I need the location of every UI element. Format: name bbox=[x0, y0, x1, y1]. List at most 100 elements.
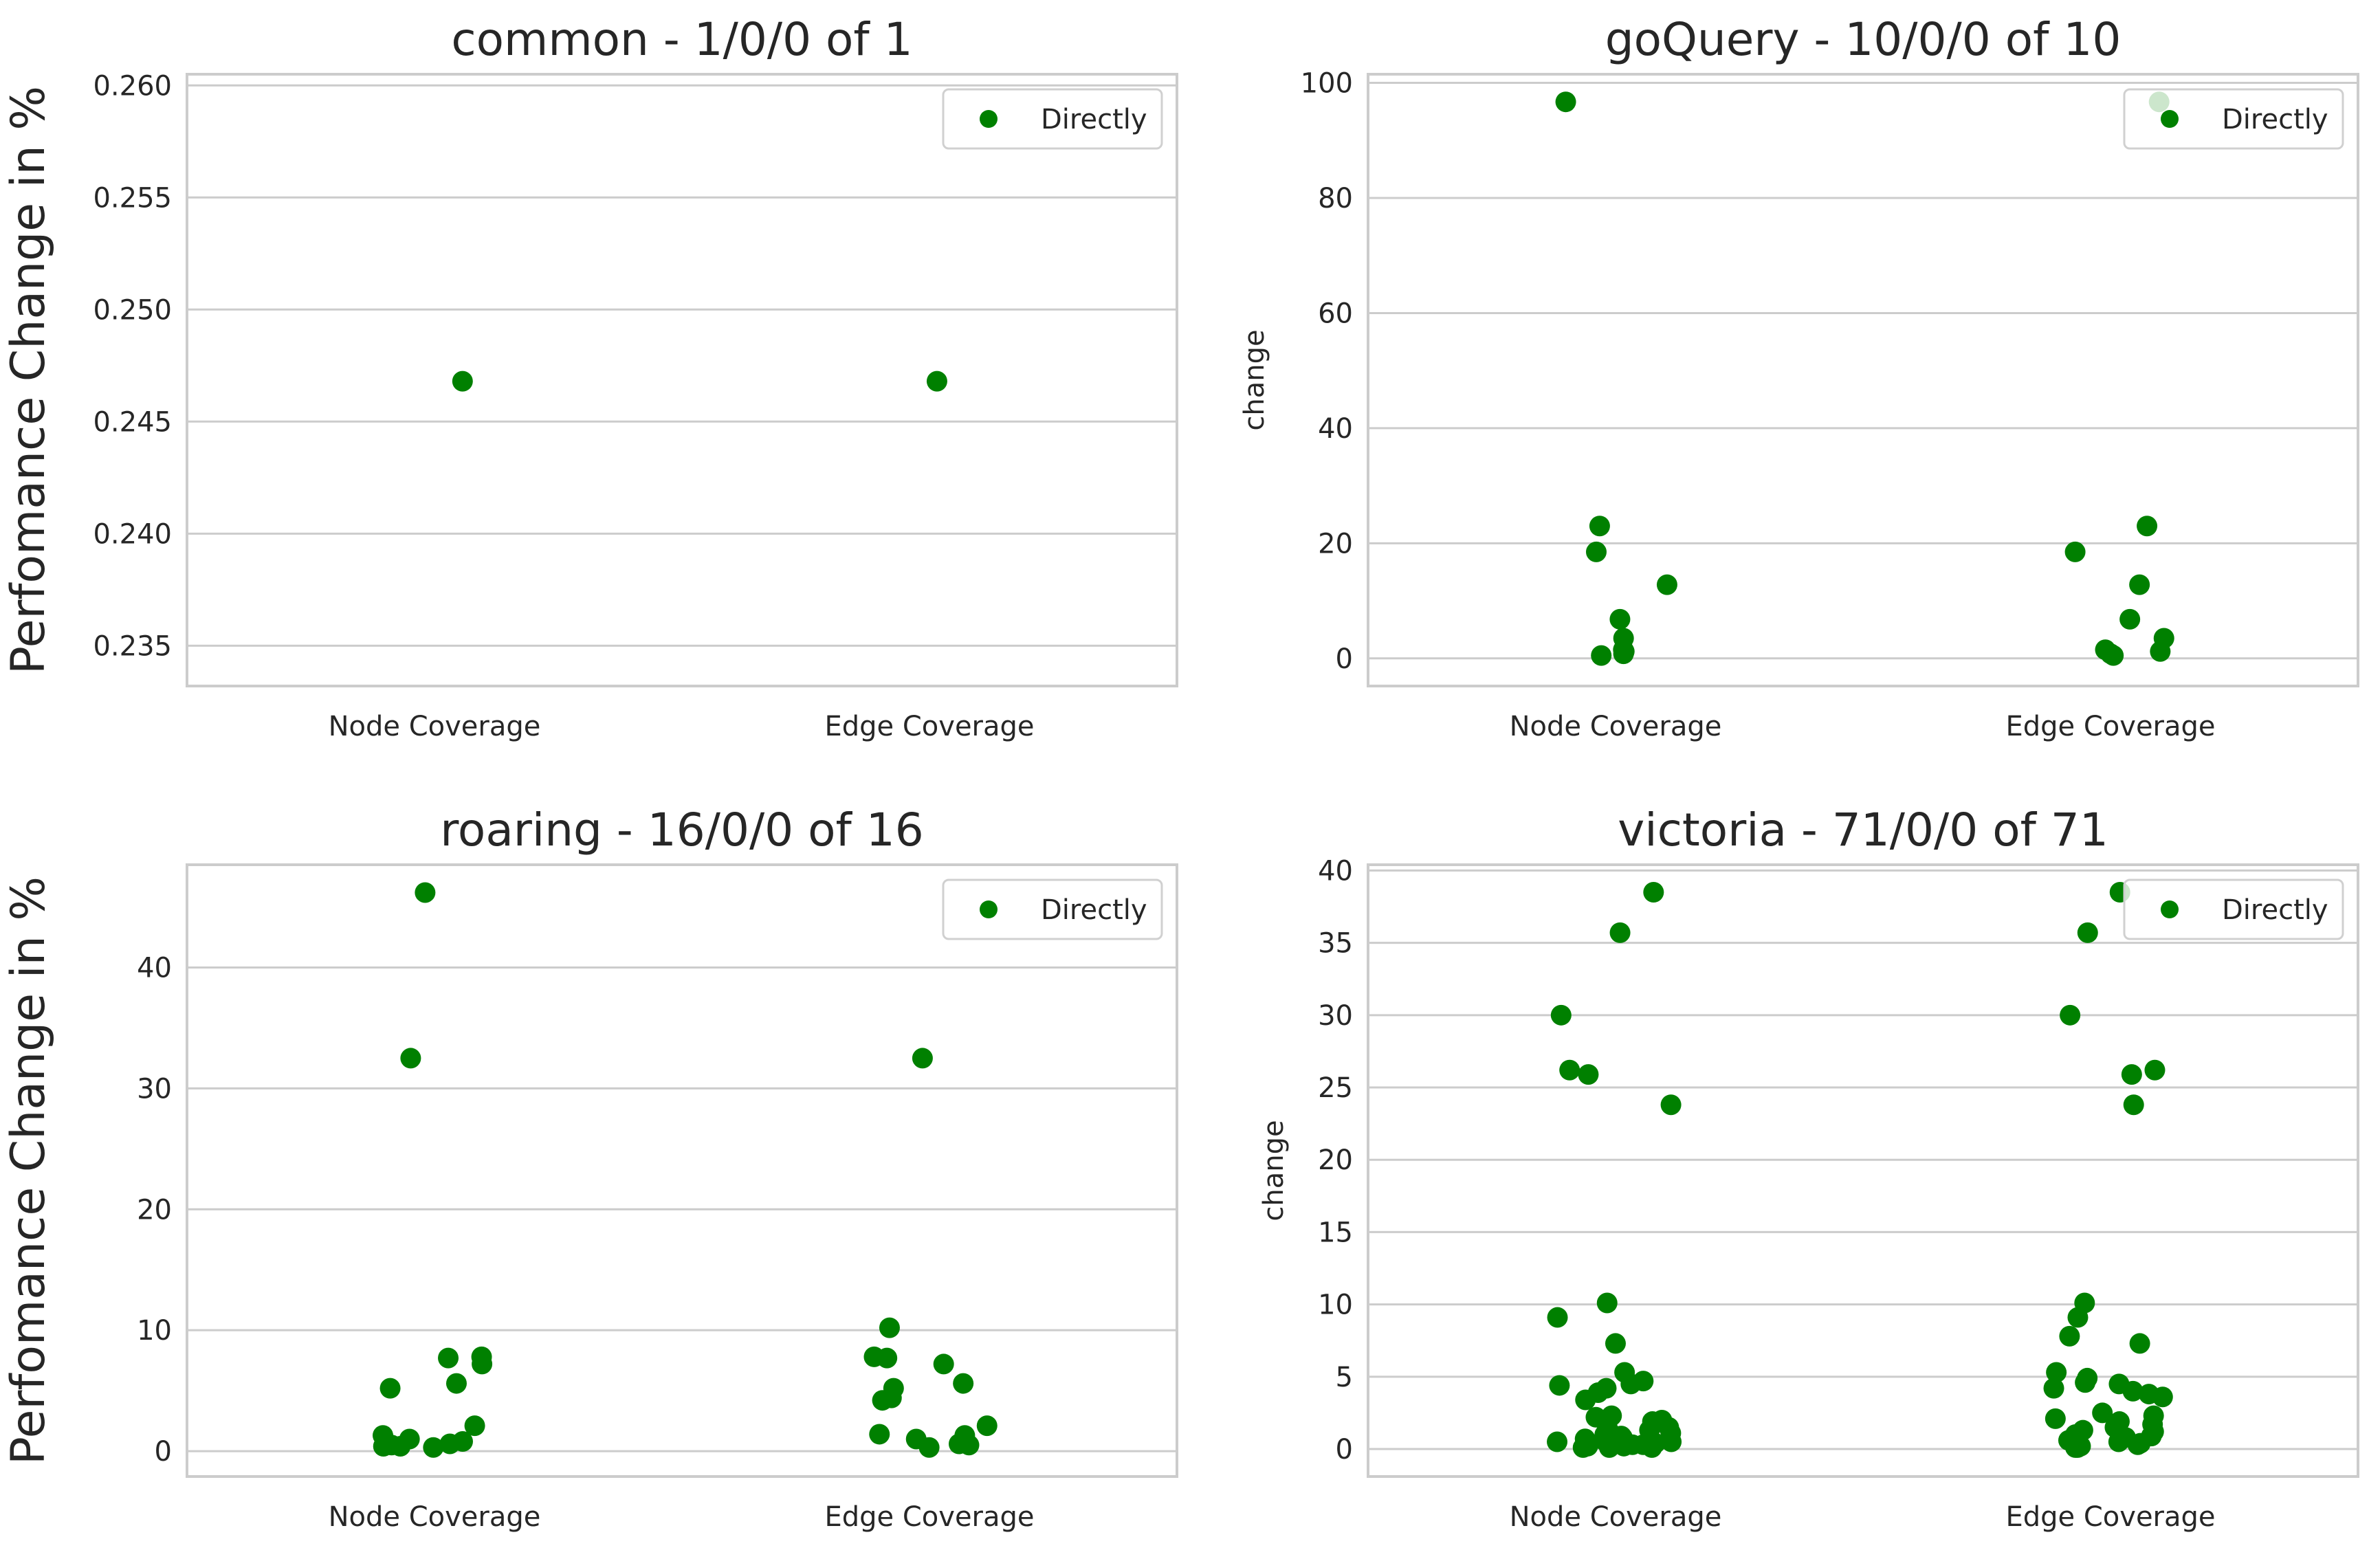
data-point bbox=[1572, 1437, 1594, 1458]
y-tick-label: 80 bbox=[1318, 183, 1353, 214]
legend: Directly bbox=[942, 88, 1163, 150]
x-tick-label: Node Coverage bbox=[1510, 711, 1722, 742]
legend-label: Directly bbox=[2222, 894, 2328, 926]
data-point bbox=[958, 1435, 980, 1456]
data-point bbox=[1547, 1307, 1568, 1328]
chart-title: goQuery - 10/0/0 of 10 bbox=[1605, 13, 2122, 66]
y-tick-label: 20 bbox=[1318, 528, 1353, 560]
chart-title: roaring - 16/0/0 of 16 bbox=[440, 804, 923, 856]
legend-marker bbox=[980, 900, 998, 918]
data-point bbox=[373, 1436, 394, 1457]
data-point bbox=[2043, 1378, 2064, 1399]
data-point bbox=[1656, 574, 1677, 595]
data-point bbox=[926, 371, 947, 392]
y-tick-label: 0.240 bbox=[93, 518, 172, 550]
data-point bbox=[1578, 1064, 1599, 1085]
data-point bbox=[464, 1415, 485, 1437]
data-point bbox=[1643, 881, 1664, 903]
data-point bbox=[2045, 1408, 2066, 1429]
x-tick-label: Node Coverage bbox=[1510, 1501, 1722, 1533]
data-point bbox=[1609, 608, 1631, 630]
chart-title: victoria - 71/0/0 of 71 bbox=[1618, 804, 2108, 856]
data-point bbox=[2119, 608, 2141, 630]
y-tick-label: 0 bbox=[155, 1436, 172, 1468]
data-point bbox=[2127, 1434, 2148, 1455]
y-tick-label: 20 bbox=[1318, 1145, 1353, 1176]
data-point bbox=[976, 1415, 998, 1437]
data-point bbox=[872, 1390, 893, 1411]
legend-frame bbox=[942, 88, 1163, 150]
legend: Directly bbox=[2123, 88, 2344, 150]
data-point bbox=[2077, 922, 2098, 943]
y-tick-label: 60 bbox=[1318, 298, 1353, 329]
data-point bbox=[1575, 1389, 1596, 1411]
data-point bbox=[1549, 1375, 1570, 1396]
data-point bbox=[2152, 1386, 2173, 1408]
y-tick-label: 100 bbox=[1301, 68, 1353, 100]
legend-label: Directly bbox=[1041, 104, 1147, 135]
legend-marker bbox=[2161, 110, 2179, 128]
y-tick-label: 25 bbox=[1318, 1072, 1353, 1104]
y-tick-label: 20 bbox=[137, 1194, 172, 1226]
x-tick-label: Node Coverage bbox=[329, 711, 541, 742]
data-point bbox=[2067, 1307, 2089, 1328]
y-axis-label: change bbox=[1258, 1120, 1290, 1221]
y-tick-label: 40 bbox=[137, 953, 172, 984]
series-directly bbox=[373, 882, 998, 1458]
data-point bbox=[1559, 1059, 1580, 1081]
data-point bbox=[423, 1437, 444, 1458]
y-tick-label: 0.255 bbox=[93, 182, 172, 214]
data-point bbox=[439, 1433, 461, 1455]
data-point bbox=[1661, 1431, 1682, 1452]
data-point bbox=[2059, 1325, 2080, 1347]
data-point bbox=[390, 1436, 411, 1457]
y-tick-label: 35 bbox=[1318, 928, 1353, 960]
x-tick-label: Node Coverage bbox=[329, 1501, 541, 1533]
subplot-1: 0.235 0.240 0.245 0.250 0.255 0.260 Node Cover… bbox=[1, 13, 1178, 742]
data-point bbox=[452, 371, 473, 392]
data-point bbox=[2103, 645, 2124, 666]
data-point bbox=[2122, 1380, 2144, 1402]
data-point bbox=[2064, 541, 2086, 562]
data-point bbox=[2092, 1402, 2113, 1424]
data-point bbox=[918, 1437, 940, 1458]
y-tick-label: 30 bbox=[1318, 1000, 1353, 1032]
y-tick-label: 0.235 bbox=[93, 630, 172, 662]
chart-title: common - 1/0/0 of 1 bbox=[451, 13, 912, 66]
data-point bbox=[1550, 1004, 1572, 1026]
data-point bbox=[2129, 1333, 2150, 1354]
legend-marker bbox=[980, 110, 998, 128]
data-point bbox=[2137, 516, 2158, 537]
axes-frame bbox=[1367, 73, 2359, 687]
data-point bbox=[1598, 1437, 1620, 1458]
subplot-4: 0 5 10 15 20 25 30 35 40 Node Coverage Edge Covera… bbox=[1258, 804, 2359, 1533]
data-point bbox=[379, 1378, 401, 1399]
y-tick-label: 10 bbox=[1318, 1290, 1353, 1321]
y-tick-label: 0 bbox=[1336, 1434, 1353, 1466]
data-point bbox=[1613, 643, 1634, 665]
axes-frame bbox=[186, 863, 1178, 1478]
data-point bbox=[869, 1424, 890, 1445]
x-tick-label: Edge Coverage bbox=[824, 711, 1034, 742]
axes-frame bbox=[186, 73, 1178, 687]
y-tick-label: 0.245 bbox=[93, 406, 172, 438]
data-point bbox=[1605, 1333, 1626, 1354]
y-tick-label: 30 bbox=[137, 1073, 172, 1105]
data-point bbox=[1555, 91, 1576, 113]
subplot-3: 0 10 20 30 40 Node Coverage Edge Coverage roari… bbox=[1, 804, 1178, 1533]
legend-frame bbox=[2123, 878, 2344, 940]
axes-frame bbox=[1367, 863, 2359, 1478]
data-point bbox=[2065, 1437, 2086, 1458]
subplot-2: 0 20 40 60 80 100 Node Coverage Edge Coverage go… bbox=[1239, 13, 2359, 742]
data-point bbox=[877, 1347, 898, 1369]
data-point bbox=[1589, 516, 1610, 537]
y-axis-label: Perfomance Change in % bbox=[1, 876, 56, 1465]
x-tick-label: Edge Coverage bbox=[2005, 711, 2215, 742]
data-point bbox=[472, 1353, 493, 1375]
data-point bbox=[2075, 1372, 2096, 1393]
legend-frame bbox=[942, 878, 1163, 940]
legend-label: Directly bbox=[1041, 894, 1147, 926]
y-tick-label: 40 bbox=[1318, 413, 1353, 445]
data-point bbox=[1620, 1373, 1642, 1395]
